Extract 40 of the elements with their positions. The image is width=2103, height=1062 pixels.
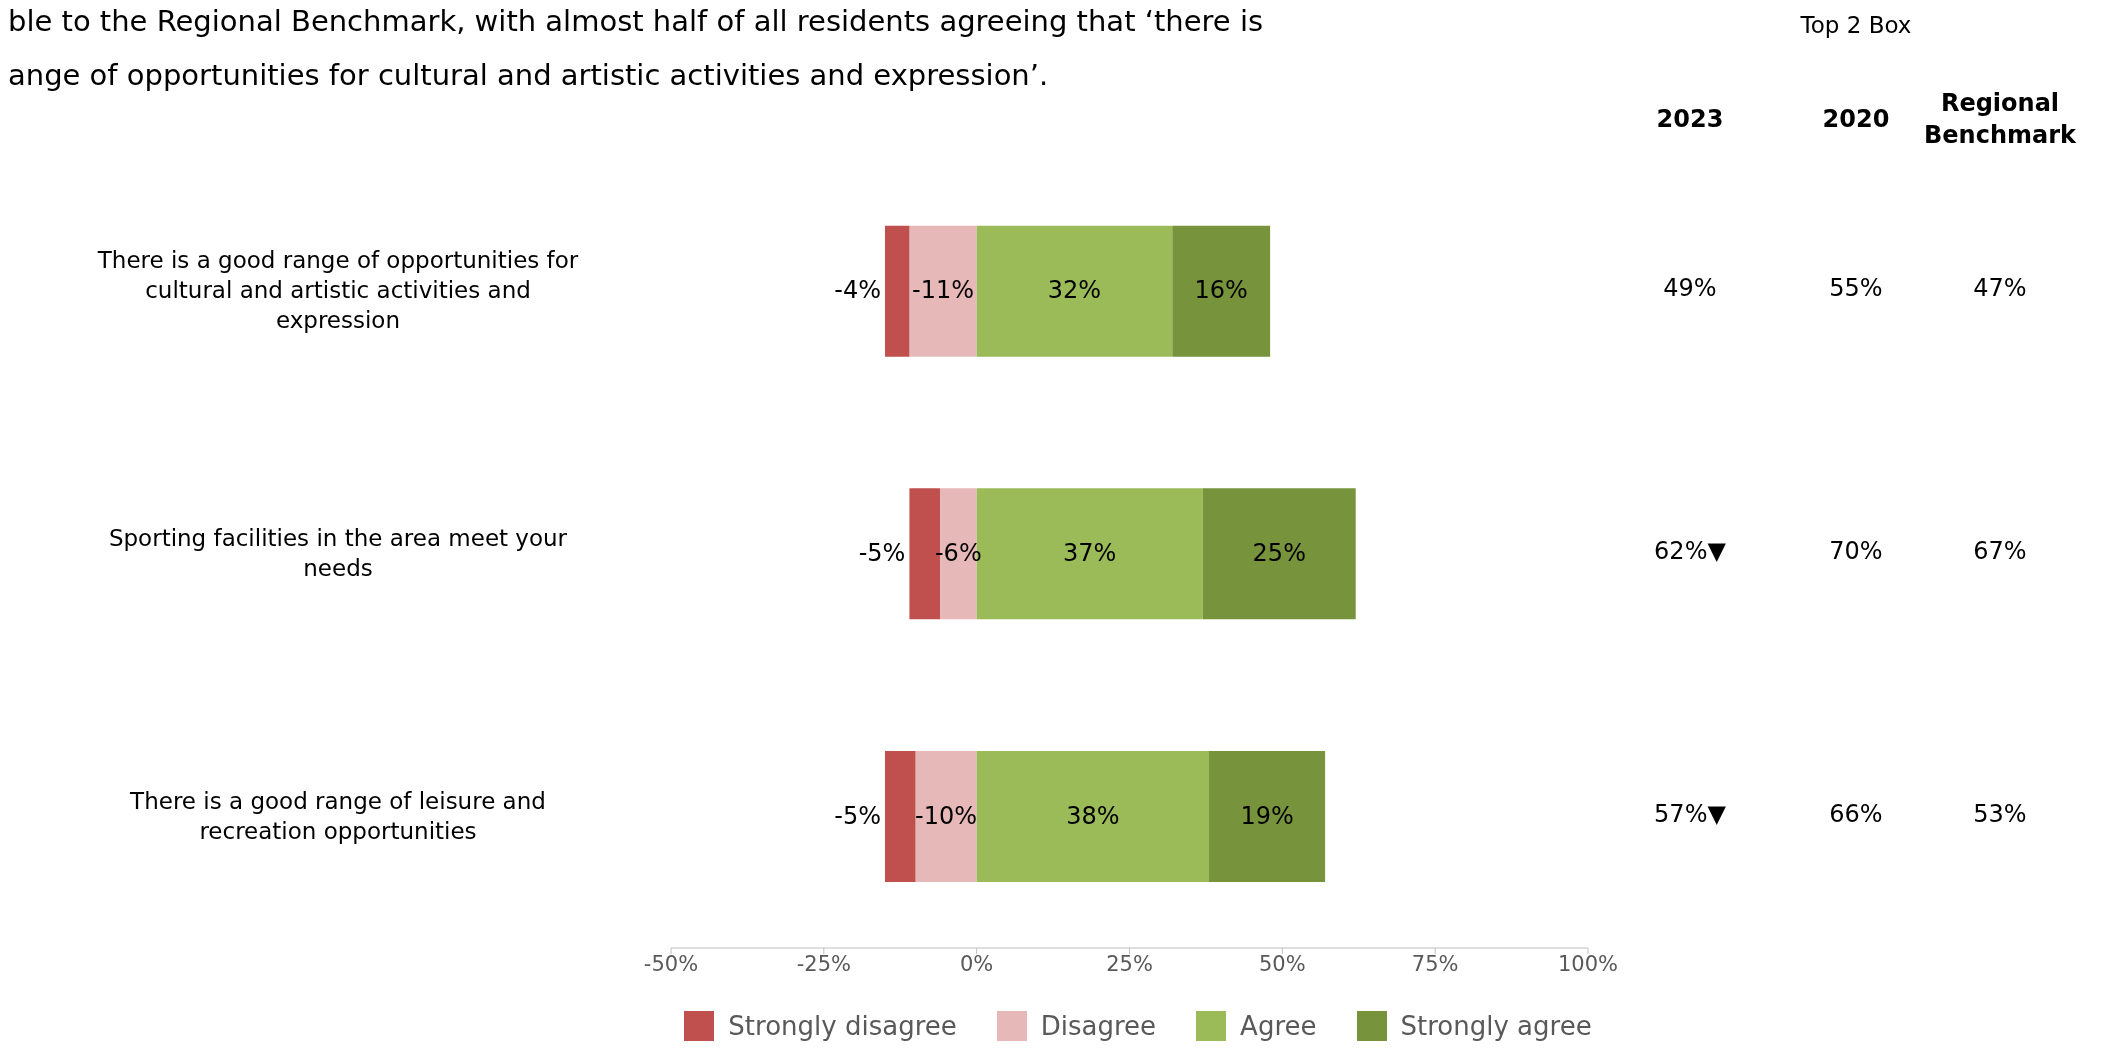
y-tick-label: Sporting facilities in the area meet your needs <box>108 524 568 581</box>
text: Top 2 Box <box>1799 12 1913 38</box>
text: 57%▼ <box>1653 798 1727 830</box>
data-label: -11% <box>912 276 975 305</box>
x-tick-label: 75% <box>1411 951 1459 976</box>
text: 2023 <box>1655 104 1725 135</box>
data-label: 19% <box>1240 801 1294 830</box>
data-label: 38% <box>1066 801 1120 830</box>
text: 2020 <box>1822 105 1890 133</box>
y-tick-label: There is a good range of opportunities for cultural and artistic activities and expression <box>96 246 579 333</box>
data-label: 37% <box>1063 538 1117 567</box>
x-tick-label: -50% <box>643 951 699 976</box>
data-label: 32% <box>1047 276 1102 305</box>
legend-label: Strongly agree <box>1400 1010 1592 1043</box>
data-label: 25% <box>1252 538 1306 567</box>
legend-label: Agree <box>1240 1010 1317 1043</box>
y-tick-label: There is a good range of leisure and recreation opportunities <box>129 787 546 844</box>
text: 70% <box>1828 536 1884 567</box>
x-tick-label: 0% <box>960 951 994 976</box>
text: 66% <box>1828 798 1884 830</box>
text: 62%▼ <box>1653 536 1727 567</box>
x-tick-label: 25% <box>1106 951 1153 976</box>
data-label: 16% <box>1194 276 1248 305</box>
text: 47% <box>1972 273 2028 305</box>
legend-label: Disagree <box>1040 1010 1157 1043</box>
x-tick-label: -25% <box>796 951 851 976</box>
data-label: -5% <box>858 538 906 567</box>
data-label: -6% <box>934 538 982 567</box>
legend-label: Strongly disagree <box>728 1010 957 1043</box>
data-label: -10% <box>915 801 978 830</box>
text: 53% <box>1972 798 2028 830</box>
data-label: -4% <box>834 276 881 305</box>
data-label: -5% <box>834 801 881 830</box>
text: 49% <box>1662 273 1718 305</box>
x-tick-label: 100% <box>1557 951 1619 976</box>
text: 55% <box>1828 273 1884 305</box>
text: 67% <box>1972 536 2028 567</box>
chart-title: ble to the Regional Benchmark, with almost half of all residents agreeing that ‘there is ange of opportunities for cultural and artistic activities and expression’. <box>8 7 1264 94</box>
text: Regional Benchmark <box>1923 88 2077 151</box>
x-tick-label: 50% <box>1258 951 1306 976</box>
